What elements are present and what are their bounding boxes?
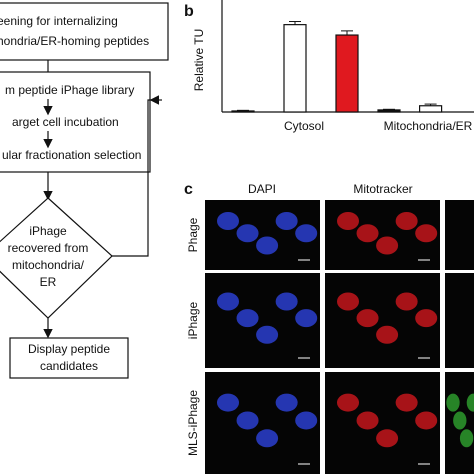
cell — [337, 212, 359, 230]
bar — [231, 110, 255, 113]
cell — [217, 212, 239, 230]
cell — [395, 292, 418, 311]
cell — [415, 309, 438, 328]
cell — [217, 292, 239, 311]
cell — [256, 429, 279, 448]
cell — [337, 292, 359, 311]
cell — [376, 325, 399, 344]
row-label: Phage — [186, 217, 200, 252]
flowchart: eening for internalizing hondria/ER-homi… — [0, 2, 169, 379]
decision-text: iPhage — [29, 224, 67, 238]
cell — [236, 411, 259, 430]
x-tick-label: Mitochondria/ER — [384, 119, 473, 133]
bar — [335, 34, 359, 113]
cell — [236, 309, 259, 328]
microscopy-panel: c DAPI Mitotracker Phage iPhage MLS-iPhage — [184, 181, 474, 474]
x-tick-label: Cytosol — [284, 119, 324, 133]
step: arget cell incubation — [12, 115, 119, 129]
cell — [275, 212, 298, 230]
cell — [376, 429, 399, 448]
bar — [283, 24, 307, 113]
cell — [415, 411, 438, 430]
bar — [419, 105, 443, 113]
box-text: Display peptide — [28, 342, 110, 356]
cell — [466, 393, 474, 412]
cell — [256, 325, 279, 344]
box-text: hondria/ER-homing peptides — [0, 34, 149, 48]
step: m peptide iPhage library — [5, 83, 134, 97]
micrograph — [445, 273, 474, 368]
box — [0, 71, 151, 173]
cell — [236, 224, 259, 243]
decision-text: recovered from — [8, 241, 89, 255]
cell — [395, 393, 418, 412]
decision-text: mitochondria/ — [12, 258, 85, 272]
micrograph — [445, 200, 474, 270]
panel-label: c — [184, 181, 193, 198]
cell — [356, 309, 379, 328]
bar-chart: b Relative TU Cytosol Mitochondria/ER — [184, 0, 474, 133]
cell — [453, 411, 467, 430]
column-header: Mitotracker — [353, 182, 412, 196]
cell — [256, 236, 279, 255]
row-label: iPhage — [186, 301, 200, 339]
box-text: eening for internalizing — [0, 14, 118, 28]
column-header: DAPI — [248, 182, 276, 196]
cell — [376, 236, 399, 255]
cell — [295, 411, 318, 430]
cell — [275, 292, 298, 311]
cell — [295, 224, 318, 243]
cell — [415, 224, 438, 243]
cell — [275, 393, 298, 412]
cell — [459, 429, 474, 448]
cell — [295, 309, 318, 328]
panel-label: b — [184, 3, 194, 20]
cell — [356, 411, 379, 430]
cell — [337, 393, 359, 412]
row-label: MLS-iPhage — [186, 390, 200, 456]
bar — [377, 109, 401, 113]
box — [9, 337, 129, 379]
cell — [395, 212, 418, 230]
decision-text: ER — [40, 275, 57, 289]
cell — [446, 393, 460, 412]
box-text: candidates — [40, 359, 98, 373]
box — [0, 2, 169, 61]
step: ular fractionation selection — [2, 148, 141, 162]
y-axis-label: Relative TU — [192, 29, 206, 91]
cell — [356, 224, 379, 243]
cell — [217, 393, 239, 412]
